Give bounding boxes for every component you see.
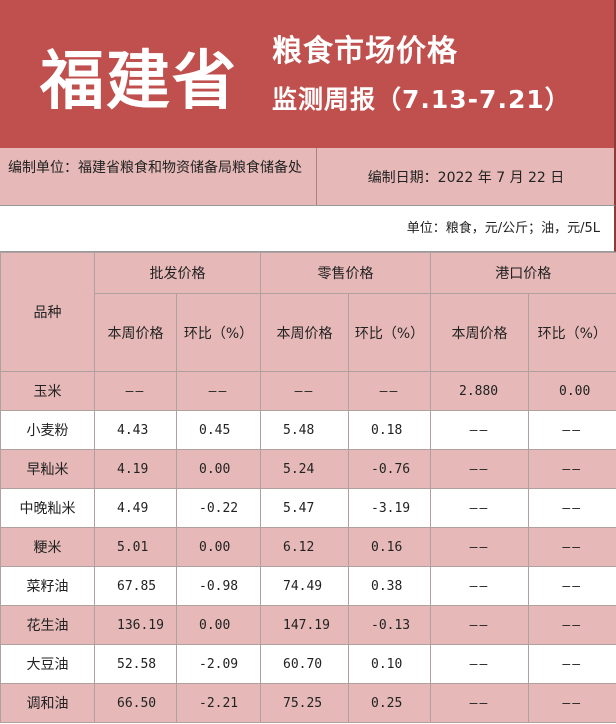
variety-cell: 调和油	[0, 683, 95, 723]
price-cell: 0.00	[528, 371, 616, 411]
variety-cell: 大豆油	[0, 644, 95, 684]
table-row: 大豆油 52.58 -2.09 60.70 0.10 —— ——	[0, 644, 616, 684]
price-cell: 67.85	[94, 566, 177, 606]
table-row: 早籼米 4.19 0.00 5.24 -0.76 —— ——	[0, 449, 616, 489]
price-cell: 0.18	[348, 410, 431, 450]
price-cell: 60.70	[260, 644, 349, 684]
price-cell: 5.47	[260, 488, 349, 528]
price-cell: ——	[528, 644, 616, 684]
price-cell: ——	[176, 371, 261, 411]
report-title: 粮食市场价格	[272, 34, 458, 69]
price-cell: 74.49	[260, 566, 349, 606]
variety-cell: 中晚籼米	[0, 488, 95, 528]
variety-header: 品种	[0, 252, 95, 372]
table-row: 调和油 66.50 -2.21 75.25 0.25 —— ——	[0, 683, 616, 723]
subheader-cell: 环比（%）	[528, 293, 616, 372]
price-cell: 4.49	[94, 488, 177, 528]
price-cell: 75.25	[260, 683, 349, 723]
table-row: 玉米 —— —— —— —— 2.880 0.00	[0, 371, 616, 411]
price-cell: 0.25	[348, 683, 431, 723]
compile-date: 编制日期：2022 年 7 月 22 日	[316, 148, 615, 205]
price-cell: ——	[528, 410, 616, 450]
price-cell: ——	[528, 527, 616, 567]
subheader-cell: 本周价格	[260, 293, 349, 372]
table-row: 粳米 5.01 0.00 6.12 0.16 —— ——	[0, 527, 616, 567]
price-cell: 0.16	[348, 527, 431, 567]
price-cell: -2.09	[176, 644, 261, 684]
price-cell: ——	[430, 488, 529, 528]
price-cell: ——	[528, 683, 616, 723]
wholesale-header: 批发价格	[94, 252, 261, 294]
price-cell: 66.50	[94, 683, 177, 723]
price-cell: ——	[528, 566, 616, 606]
price-cell: 2.880	[430, 371, 529, 411]
variety-cell: 早籼米	[0, 449, 95, 489]
price-cell: ——	[528, 605, 616, 645]
table-row: 花生油 136.19 0.00 147.19 -0.13 —— ——	[0, 605, 616, 645]
price-cell: 0.00	[176, 527, 261, 567]
variety-cell: 花生油	[0, 605, 95, 645]
price-cell: 0.10	[348, 644, 431, 684]
price-cell: ——	[430, 410, 529, 450]
compiler-text: 编制单位：福建省粮食和物资储备局粮食储备处	[8, 160, 302, 176]
price-cell: ——	[348, 371, 431, 411]
price-cell: ——	[528, 449, 616, 489]
subheader-cell: 环比（%）	[348, 293, 431, 372]
price-cell: 5.01	[94, 527, 177, 567]
price-cell: 0.00	[176, 449, 261, 489]
price-cell: 136.19	[94, 605, 177, 645]
price-cell: 0.00	[176, 605, 261, 645]
variety-cell: 菜籽油	[0, 566, 95, 606]
price-cell: 6.12	[260, 527, 349, 567]
price-table: 品种 批发价格 零售价格 港口价格 本周价格 环比（%） 本周价格 环比（%） …	[0, 252, 616, 723]
subheader-cell: 本周价格	[430, 293, 529, 372]
price-cell: 4.43	[94, 410, 177, 450]
price-cell: 0.38	[348, 566, 431, 606]
price-cell: ——	[430, 566, 529, 606]
price-cell: ——	[94, 371, 177, 411]
port-header: 港口价格	[430, 252, 616, 294]
price-cell: 0.45	[176, 410, 261, 450]
price-cell: ——	[430, 449, 529, 489]
table-row: 中晚籼米 4.49 -0.22 5.47 -3.19 —— ——	[0, 488, 616, 528]
table-row: 小麦粉 4.43 0.45 5.48 0.18 —— ——	[0, 410, 616, 450]
price-cell: -0.13	[348, 605, 431, 645]
price-cell: ——	[260, 371, 349, 411]
price-cell: -0.98	[176, 566, 261, 606]
price-cell: -3.19	[348, 488, 431, 528]
report-period: 监测周报（7.13-7.21）	[272, 85, 571, 114]
variety-cell: 小麦粉	[0, 410, 95, 450]
price-cell: -0.22	[176, 488, 261, 528]
price-cell: -0.76	[348, 449, 431, 489]
variety-cell: 玉米	[0, 371, 95, 411]
price-cell: 52.58	[94, 644, 177, 684]
report-header: 福建省 粮食市场价格 监测周报（7.13-7.21）	[0, 0, 616, 148]
subheader-cell: 本周价格	[94, 293, 177, 372]
price-cell: ——	[430, 683, 529, 723]
price-cell: ——	[430, 527, 529, 567]
province-title: 福建省	[40, 45, 238, 119]
price-cell: ——	[430, 605, 529, 645]
unit-note: 单位：粮食，元/公斤；油，元/5L	[0, 206, 616, 252]
retail-header: 零售价格	[260, 252, 431, 294]
price-cell: 147.19	[260, 605, 349, 645]
price-cell: ——	[430, 644, 529, 684]
price-cell: 5.48	[260, 410, 349, 450]
price-cell: 5.24	[260, 449, 349, 489]
price-cell: ——	[528, 488, 616, 528]
price-cell: 4.19	[94, 449, 177, 489]
table-row: 菜籽油 67.85 -0.98 74.49 0.38 —— ——	[0, 566, 616, 606]
variety-cell: 粳米	[0, 527, 95, 567]
subheader-cell: 环比（%）	[176, 293, 261, 372]
info-bar: 编制单位：福建省粮食和物资储备局粮食储备处 编制日期：2022 年 7 月 22…	[0, 148, 616, 206]
price-cell: -2.21	[176, 683, 261, 723]
